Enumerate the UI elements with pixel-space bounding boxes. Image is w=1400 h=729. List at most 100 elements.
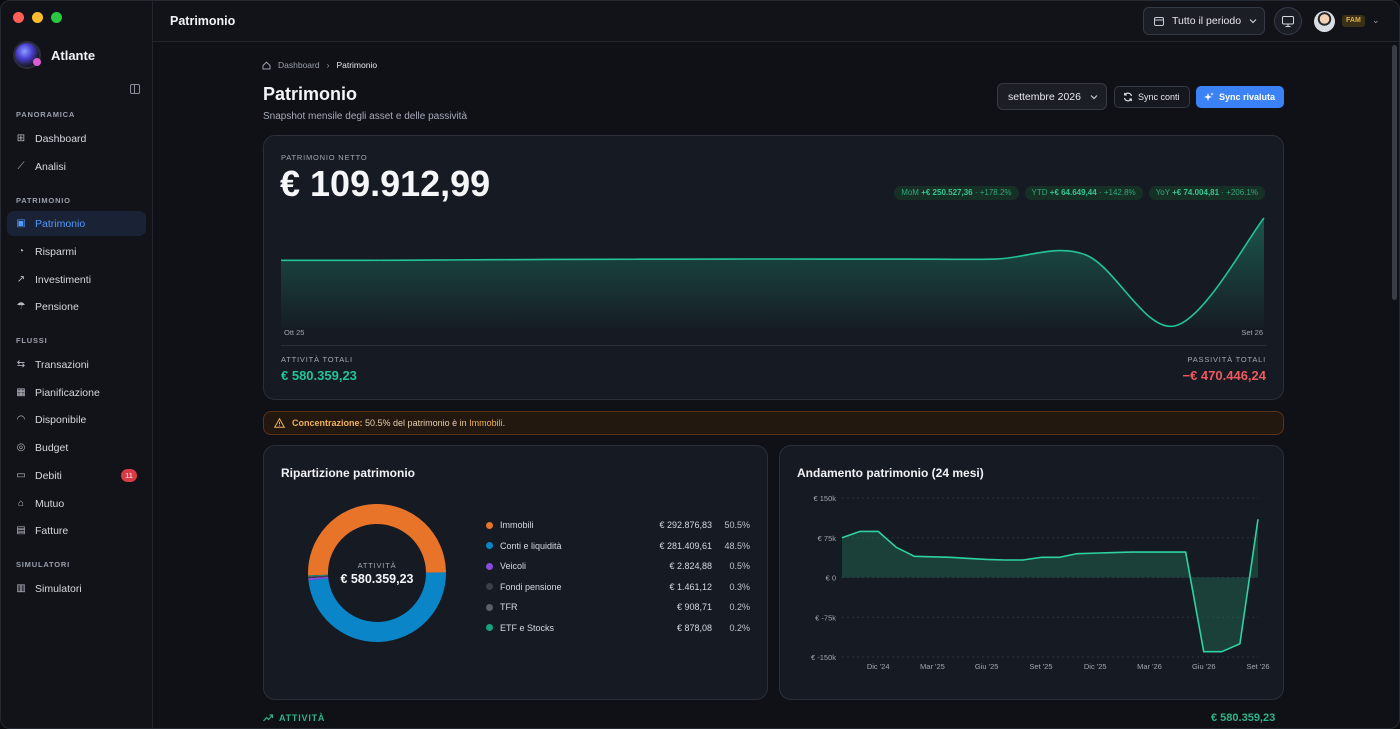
sidebar-item-fatture[interactable]: ▤ Fatture	[7, 518, 146, 543]
ytd-chip: YTD +€ 64.649,44 · +142.8%	[1024, 186, 1143, 200]
chevron-down-icon	[1090, 94, 1098, 99]
breadcrumb-link-dashboard[interactable]: Dashboard	[278, 60, 320, 70]
main-content: Dashboard › Patrimonio Patrimonio Snapsh…	[153, 42, 1399, 728]
topbar-title: Patrimonio	[170, 14, 236, 28]
brand-name: Atlante	[51, 47, 96, 63]
page-title: Patrimonio	[263, 84, 358, 104]
breakdown-title: Ripartizione patrimonio	[281, 466, 416, 480]
page-subtitle: Snapshot mensile degli asset e delle pas…	[263, 111, 468, 122]
display-mode-button[interactable]	[1274, 7, 1302, 35]
y-tick-label: € -150k	[811, 653, 836, 662]
legend-row[interactable]: Fondi pensione € 1.461,12 0.3%	[486, 577, 750, 598]
legend-percent: 0.2%	[729, 622, 750, 633]
monitor-icon	[1282, 15, 1294, 27]
trending-up-icon	[263, 714, 273, 722]
maximize-window-button[interactable]	[51, 12, 62, 23]
sidebar-item-simulatori[interactable]: ▥ Simulatori	[7, 576, 146, 601]
sidebar-item-pensione[interactable]: ☂ Pensione	[7, 294, 146, 319]
sidebar-item-disponibile[interactable]: ◠ Disponibile	[7, 407, 146, 432]
sidebar-item-dashboard[interactable]: ⊞ Dashboard	[7, 126, 146, 151]
legend-row[interactable]: Veicoli € 2.824,88 0.5%	[486, 556, 750, 577]
sidebar-item-label: Dashboard	[35, 132, 87, 145]
window-controls	[13, 12, 62, 23]
sidebar-item-mutuo[interactable]: ⌂ Mutuo	[7, 491, 146, 516]
arrows-swap-icon: ⇆	[16, 358, 26, 370]
chip-pct: · +178.2%	[974, 188, 1012, 197]
sync-revalue-button[interactable]: Sync rivaluta	[1196, 86, 1284, 108]
legend-name: Fondi pensione	[500, 581, 562, 592]
sync-accounts-button[interactable]: Sync conti	[1114, 86, 1190, 108]
sync-revalue-label: Sync rivaluta	[1219, 92, 1276, 102]
x-tick-label: Dic '24	[867, 662, 890, 671]
sidebar-item-debiti[interactable]: ▭ Debiti 11	[7, 463, 146, 488]
month-select[interactable]: settembre 2026	[997, 83, 1107, 110]
assets-total-label: ATTIVITÀ TOTALI	[281, 355, 353, 364]
sidebar-item-budget[interactable]: ◎ Budget	[7, 435, 146, 460]
close-window-button[interactable]	[13, 12, 24, 23]
sidebar-item-investimenti[interactable]: ↗ Investimenti	[7, 267, 146, 292]
sidebar-item-label: Budget	[35, 441, 69, 454]
concentration-alert: Concentrazione: 50.5% del patrimonio è i…	[263, 411, 1284, 435]
x-tick-label: Set '25	[1029, 662, 1052, 671]
sidebar-item-pianificazione[interactable]: ▦ Pianificazione	[7, 380, 146, 405]
chip-amount: +€ 64.649,44	[1049, 188, 1097, 197]
chip-amount: +€ 74.004,81	[1172, 188, 1220, 197]
piggy-bank-icon: ◔	[17, 245, 25, 257]
x-tick-label: Giu '26	[1192, 662, 1216, 671]
legend-row[interactable]: TFR € 908,71 0.2%	[486, 597, 750, 618]
sidebar-item-risparmi[interactable]: ◔ Risparmi	[7, 239, 146, 264]
sidebar-collapse-icon[interactable]	[130, 84, 140, 94]
legend-row[interactable]: Immobili € 292.876,83 50.5%	[486, 515, 750, 536]
home-icon: ⌂	[17, 497, 25, 509]
target-icon: ◎	[16, 441, 26, 453]
chart-line-icon: ⟋	[17, 160, 25, 172]
legend-name: Veicoli	[500, 561, 527, 572]
sidebar-item-transazioni[interactable]: ⇆ Transazioni	[7, 352, 146, 377]
breakdown-card: Ripartizione patrimonio ATTIVITÀ € 580.3…	[263, 445, 768, 700]
legend-percent: 48.5%	[724, 540, 750, 551]
scrollbar[interactable]	[1392, 45, 1397, 300]
sidebar-item-patrimonio[interactable]: ▣ Patrimonio	[7, 211, 146, 236]
sidebar-item-label: Risparmi	[35, 245, 77, 258]
trending-up-icon: ↗	[16, 273, 26, 285]
refresh-icon	[1123, 92, 1133, 102]
warning-icon	[274, 418, 285, 428]
networth-value: € 109.912,99	[280, 163, 491, 204]
user-avatar[interactable]	[1314, 11, 1335, 32]
x-tick-label: Mar '26	[1137, 662, 1162, 671]
period-select[interactable]: Tutto il periodo	[1143, 7, 1265, 35]
wallet-icon: ▣	[16, 217, 26, 229]
x-tick-label: Dic '25	[1084, 662, 1107, 671]
sidebar-item-analisi[interactable]: ⟋ Analisi	[7, 154, 146, 179]
calendar-icon: ▦	[16, 386, 26, 398]
nav-section-label: PATRIMONIO	[16, 196, 71, 205]
legend-row[interactable]: ETF e Stocks € 878,08 0.2%	[486, 618, 750, 639]
chip-amount: +€ 250.527,36	[921, 188, 973, 197]
divider	[281, 345, 1266, 346]
home-icon	[262, 61, 271, 69]
credit-card-icon: ▭	[16, 469, 26, 481]
donut-center-label: ATTIVITÀ	[357, 561, 397, 570]
nav-section-label: PANORAMICA	[16, 110, 76, 119]
alert-text: Concentrazione: 50.5% del patrimonio è i…	[292, 418, 505, 428]
networth-line	[281, 217, 1265, 327]
chip-tag: YoY	[1155, 188, 1170, 197]
chip-pct: · +206.1%	[1221, 188, 1258, 197]
brand[interactable]: Atlante	[15, 43, 95, 67]
assets-section-label: ATTIVITÀ	[279, 713, 326, 723]
x-tick-label: Giu '25	[975, 662, 999, 671]
legend-name: ETF e Stocks	[500, 622, 555, 633]
legend-row[interactable]: Conti e liquidità € 281.409,61 48.5%	[486, 536, 750, 557]
nav-section-label: SIMULATORI	[16, 560, 70, 569]
calculator-icon: ▥	[16, 582, 26, 594]
chevron-down-icon[interactable]: ⌄	[1372, 15, 1380, 25]
liabilities-total-label: PASSIVITÀ TOTALI	[1187, 355, 1266, 364]
sync-accounts-label: Sync conti	[1138, 92, 1180, 102]
assets-section-header[interactable]: ATTIVITÀ	[263, 713, 325, 723]
family-badge: FAM	[1342, 15, 1365, 27]
y-tick-label: € 0	[826, 574, 836, 583]
umbrella-icon: ☂	[16, 300, 26, 312]
sidebar-item-label: Debiti	[35, 469, 62, 482]
minimize-window-button[interactable]	[32, 12, 43, 23]
